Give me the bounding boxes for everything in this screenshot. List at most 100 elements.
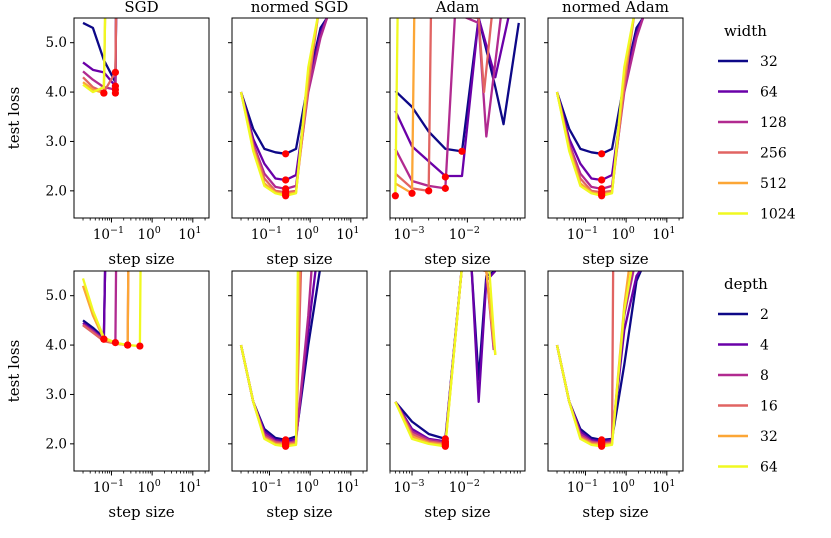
legend: width 32 64 128 256 512 1024 xyxy=(718,22,796,223)
series-line-256 xyxy=(555,18,635,194)
y-axis-label: test loss xyxy=(5,87,23,150)
series-line-256 xyxy=(394,18,493,192)
legend-item-label: 64 xyxy=(760,460,778,476)
optimum-marker xyxy=(282,192,290,200)
x-tick-label: 101 xyxy=(652,225,675,243)
optimum-marker xyxy=(408,189,416,197)
series-line-2 xyxy=(394,271,496,441)
legend-item-label: 8 xyxy=(760,368,769,384)
x-tick-label: 100 xyxy=(612,478,635,496)
x-tick-label: 100 xyxy=(296,478,319,496)
series-line-32 xyxy=(555,271,630,446)
series-line-64 xyxy=(555,271,633,448)
series-line-32 xyxy=(239,271,301,446)
optimum-marker xyxy=(391,192,399,200)
optimum-marker xyxy=(282,150,290,158)
axes-frame xyxy=(231,17,368,219)
series-line-1024 xyxy=(394,18,399,196)
legend: depth 2 4 8 16 32 64 xyxy=(718,275,778,476)
series-line-1024 xyxy=(82,18,107,94)
x-tick-label: 10−1 xyxy=(567,225,598,243)
optimum-marker xyxy=(598,176,606,184)
optimum-marker xyxy=(100,89,108,97)
x-tick-label: 101 xyxy=(178,225,201,243)
optimum-marker xyxy=(598,150,606,158)
legend-item-label: 32 xyxy=(760,54,778,70)
panel-title: normed Adam xyxy=(562,0,669,16)
optimum-marker xyxy=(124,341,132,349)
x-axis-label: step size xyxy=(108,503,174,521)
x-axis-label: step size xyxy=(266,250,332,268)
series-line-16 xyxy=(394,271,495,445)
series-line-256 xyxy=(239,18,319,194)
legend-item-label: 256 xyxy=(760,146,787,162)
legend-item-label: 2 xyxy=(760,307,769,323)
x-axis-label: step size xyxy=(582,503,648,521)
optimum-marker xyxy=(111,339,119,347)
y-tick-label: 4.0 xyxy=(46,338,67,354)
x-tick-label: 10−2 xyxy=(449,478,480,496)
x-axis-label: step size xyxy=(424,503,490,521)
y-tick-label: 3.0 xyxy=(46,134,67,150)
optimum-marker xyxy=(441,173,449,181)
series-group xyxy=(81,271,144,350)
panel-2: Adam 10−3 10−2 step size xyxy=(386,0,526,268)
x-tick-label: 10−2 xyxy=(449,225,480,243)
axes-frame xyxy=(389,17,526,219)
x-axis-label: step size xyxy=(582,250,648,268)
axes-frame xyxy=(73,17,210,219)
x-tick-label: 100 xyxy=(612,225,635,243)
legend-item-label: 32 xyxy=(760,429,778,445)
x-tick-label: 10−3 xyxy=(393,478,424,496)
x-tick-label: 10−1 xyxy=(251,225,282,243)
axes-frame xyxy=(547,270,684,472)
series-line-16 xyxy=(555,271,615,445)
legend-item-label: 128 xyxy=(760,115,787,131)
series-group xyxy=(391,18,520,200)
legend-item-label: 1024 xyxy=(760,207,796,223)
x-axis-label: step size xyxy=(424,250,490,268)
optimum-marker xyxy=(598,442,606,450)
y-tick-label: 3.0 xyxy=(46,387,67,403)
x-axis-label: step size xyxy=(266,503,332,521)
y-tick-label: 5.0 xyxy=(46,288,67,304)
y-tick-label: 2.0 xyxy=(46,183,67,199)
series-line-64 xyxy=(394,18,510,178)
x-tick-label: 101 xyxy=(336,225,359,243)
x-tick-label: 100 xyxy=(138,478,161,496)
optimum-marker xyxy=(282,176,290,184)
x-tick-label: 101 xyxy=(336,478,359,496)
optimum-marker xyxy=(136,342,144,350)
optimum-marker xyxy=(441,442,449,450)
optimum-marker xyxy=(441,184,449,192)
panel-title: Adam xyxy=(435,0,480,16)
series-line-16 xyxy=(239,271,303,445)
series-line-64 xyxy=(239,271,299,448)
series-line-64 xyxy=(81,271,142,348)
legend-title: depth xyxy=(724,275,768,293)
optimum-marker xyxy=(425,187,433,195)
series-line-1024 xyxy=(239,18,319,197)
series-line-8 xyxy=(555,271,635,445)
optimum-marker xyxy=(598,192,606,200)
series-line-1024 xyxy=(555,18,635,197)
legend-item-label: 4 xyxy=(760,338,769,354)
legend-item-label: 512 xyxy=(760,176,787,192)
axes-frame xyxy=(389,270,526,472)
x-tick-label: 10−1 xyxy=(251,478,282,496)
panel-title: SGD xyxy=(124,0,158,16)
legend-item-label: 64 xyxy=(760,85,778,101)
series-group xyxy=(555,18,645,200)
optimum-marker xyxy=(111,68,119,76)
x-tick-label: 10−1 xyxy=(93,225,124,243)
y-tick-label: 5.0 xyxy=(46,35,67,51)
series-line-2 xyxy=(239,271,321,442)
y-tick-label: 4.0 xyxy=(46,85,67,101)
x-tick-label: 10−1 xyxy=(93,478,124,496)
